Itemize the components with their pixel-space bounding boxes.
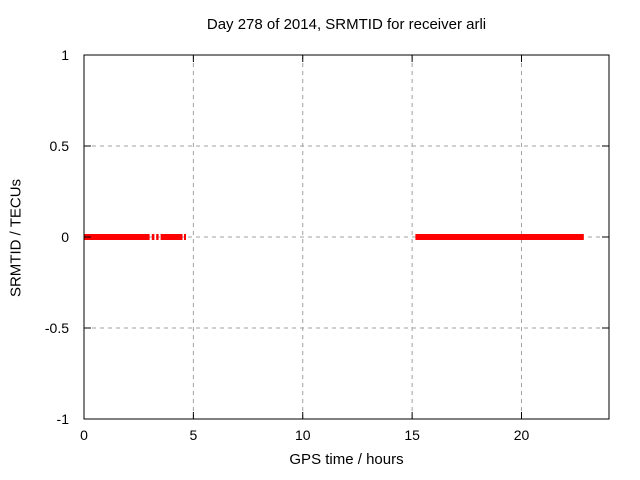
x-tick-label: 10 (295, 427, 311, 443)
data-segment (415, 234, 584, 240)
data-segment (84, 234, 150, 240)
data-segment (151, 234, 155, 240)
x-tick-label: 0 (80, 427, 88, 443)
x-tick-label: 20 (514, 427, 530, 443)
y-tick-label: 1 (61, 47, 69, 63)
y-tick-label: 0 (61, 229, 69, 245)
y-tick-label: -1 (57, 411, 70, 427)
x-tick-label: 5 (189, 427, 197, 443)
data-segment (160, 234, 183, 240)
y-tick-label: 0.5 (50, 138, 70, 154)
x-axis-label: GPS time / hours (289, 451, 404, 468)
chart-title: Day 278 of 2014, SRMTID for receiver arl… (206, 16, 487, 33)
x-tick-label: 15 (404, 427, 420, 443)
y-tick-label: -0.5 (45, 320, 69, 336)
data-segment (184, 234, 186, 240)
y-axis-label: SRMTID / TECUs (7, 178, 25, 298)
data-segment (156, 234, 159, 240)
